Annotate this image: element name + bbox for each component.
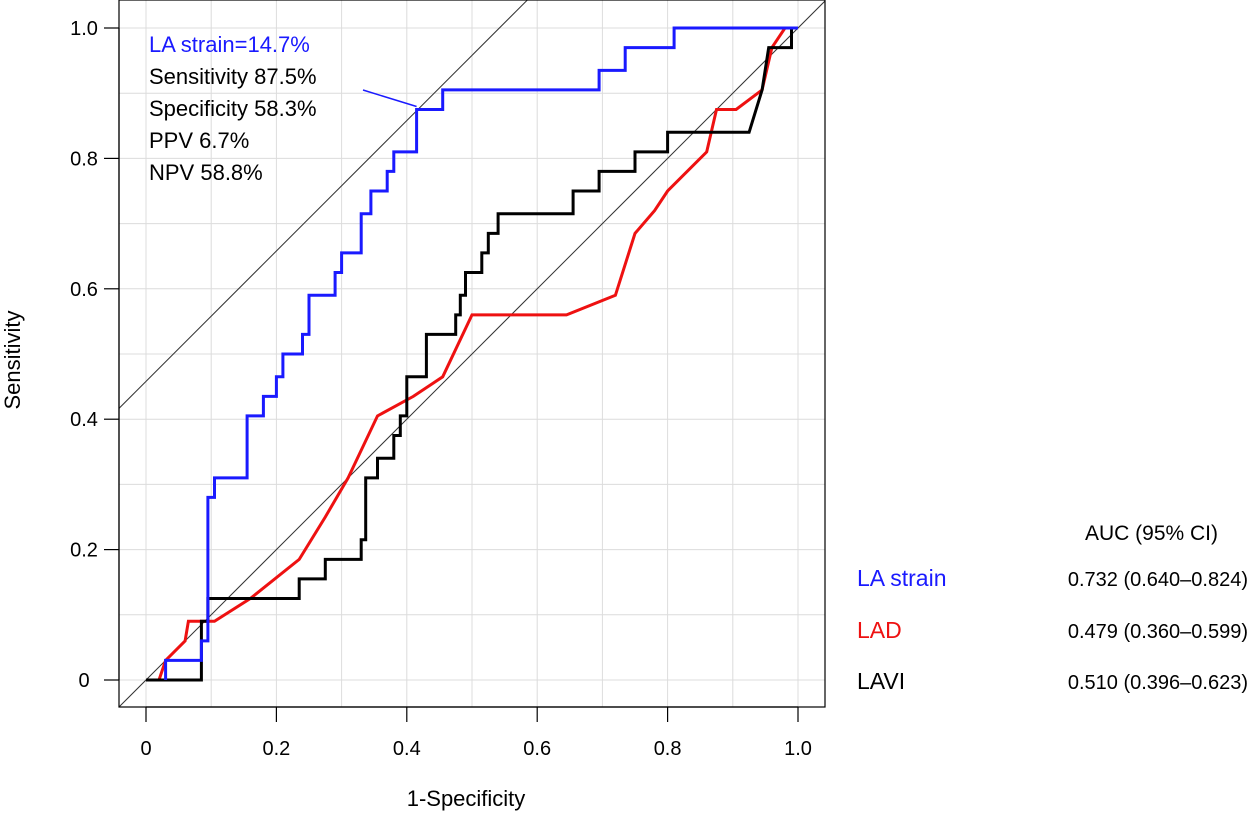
roc-curve-la-strain [164, 26, 798, 680]
roc-curves [146, 26, 798, 682]
y-tick-label: 1.0 [70, 18, 98, 40]
y-tick-label: 0.8 [70, 148, 98, 170]
y-tick-label: 0 [78, 670, 89, 692]
legend-label: LA strain [857, 565, 947, 591]
legend-header: AUC (95% CI) [1085, 522, 1218, 545]
reference-lines [119, 0, 825, 707]
y-tick-label: 0.6 [70, 279, 98, 301]
y-tick-label: 0.2 [70, 540, 98, 562]
x-tick-label: 0.4 [393, 738, 421, 760]
y-axis-label: Sensitivity [0, 310, 25, 409]
legend-label: LAD [857, 617, 902, 643]
x-tick-label: 0.6 [523, 738, 551, 760]
x-tick-label: 0.2 [262, 738, 290, 760]
legend-auc-value: 0.732 (0.640–0.824) [1068, 569, 1248, 591]
legend-auc-value: 0.510 (0.396–0.623) [1068, 672, 1248, 694]
annotation-line: Specificity 58.3% [149, 96, 317, 121]
cutoff-annotation: LA strain=14.7% Sensitivity 87.5% Specific… [149, 32, 417, 185]
x-tick-label: 0 [140, 738, 151, 760]
y-tick-label: 0.4 [70, 409, 98, 431]
annotation-line: NPV 58.8% [149, 160, 263, 185]
annotation-line: PPV 6.7% [149, 128, 249, 153]
legend-label: LAVI [857, 668, 905, 694]
annotation-line: LA strain=14.7% [149, 32, 310, 57]
reference-line-tangent [119, 0, 529, 410]
roc-curve-lavi [146, 26, 798, 682]
annotation-line: Sensitivity 87.5% [149, 64, 317, 89]
roc-curve-lad [157, 26, 795, 681]
annotation-leader-line [362, 89, 417, 108]
reference-line-diagonal [119, 0, 825, 707]
x-tick-label: 0.8 [654, 738, 682, 760]
x-axis: 0 0.2 0.4 0.6 0.8 1.0 [140, 706, 812, 760]
y-axis: 0 0.2 0.4 0.6 0.8 1.0 [70, 18, 120, 692]
x-axis-label: 1-Specificity [407, 786, 526, 811]
x-tick-label: 1.0 [784, 738, 812, 760]
legend-auc-value: 0.479 (0.360–0.599) [1068, 621, 1248, 643]
auc-legend: AUC (95% CI) LA strain 0.732 (0.640–0.824)… [857, 522, 1248, 694]
